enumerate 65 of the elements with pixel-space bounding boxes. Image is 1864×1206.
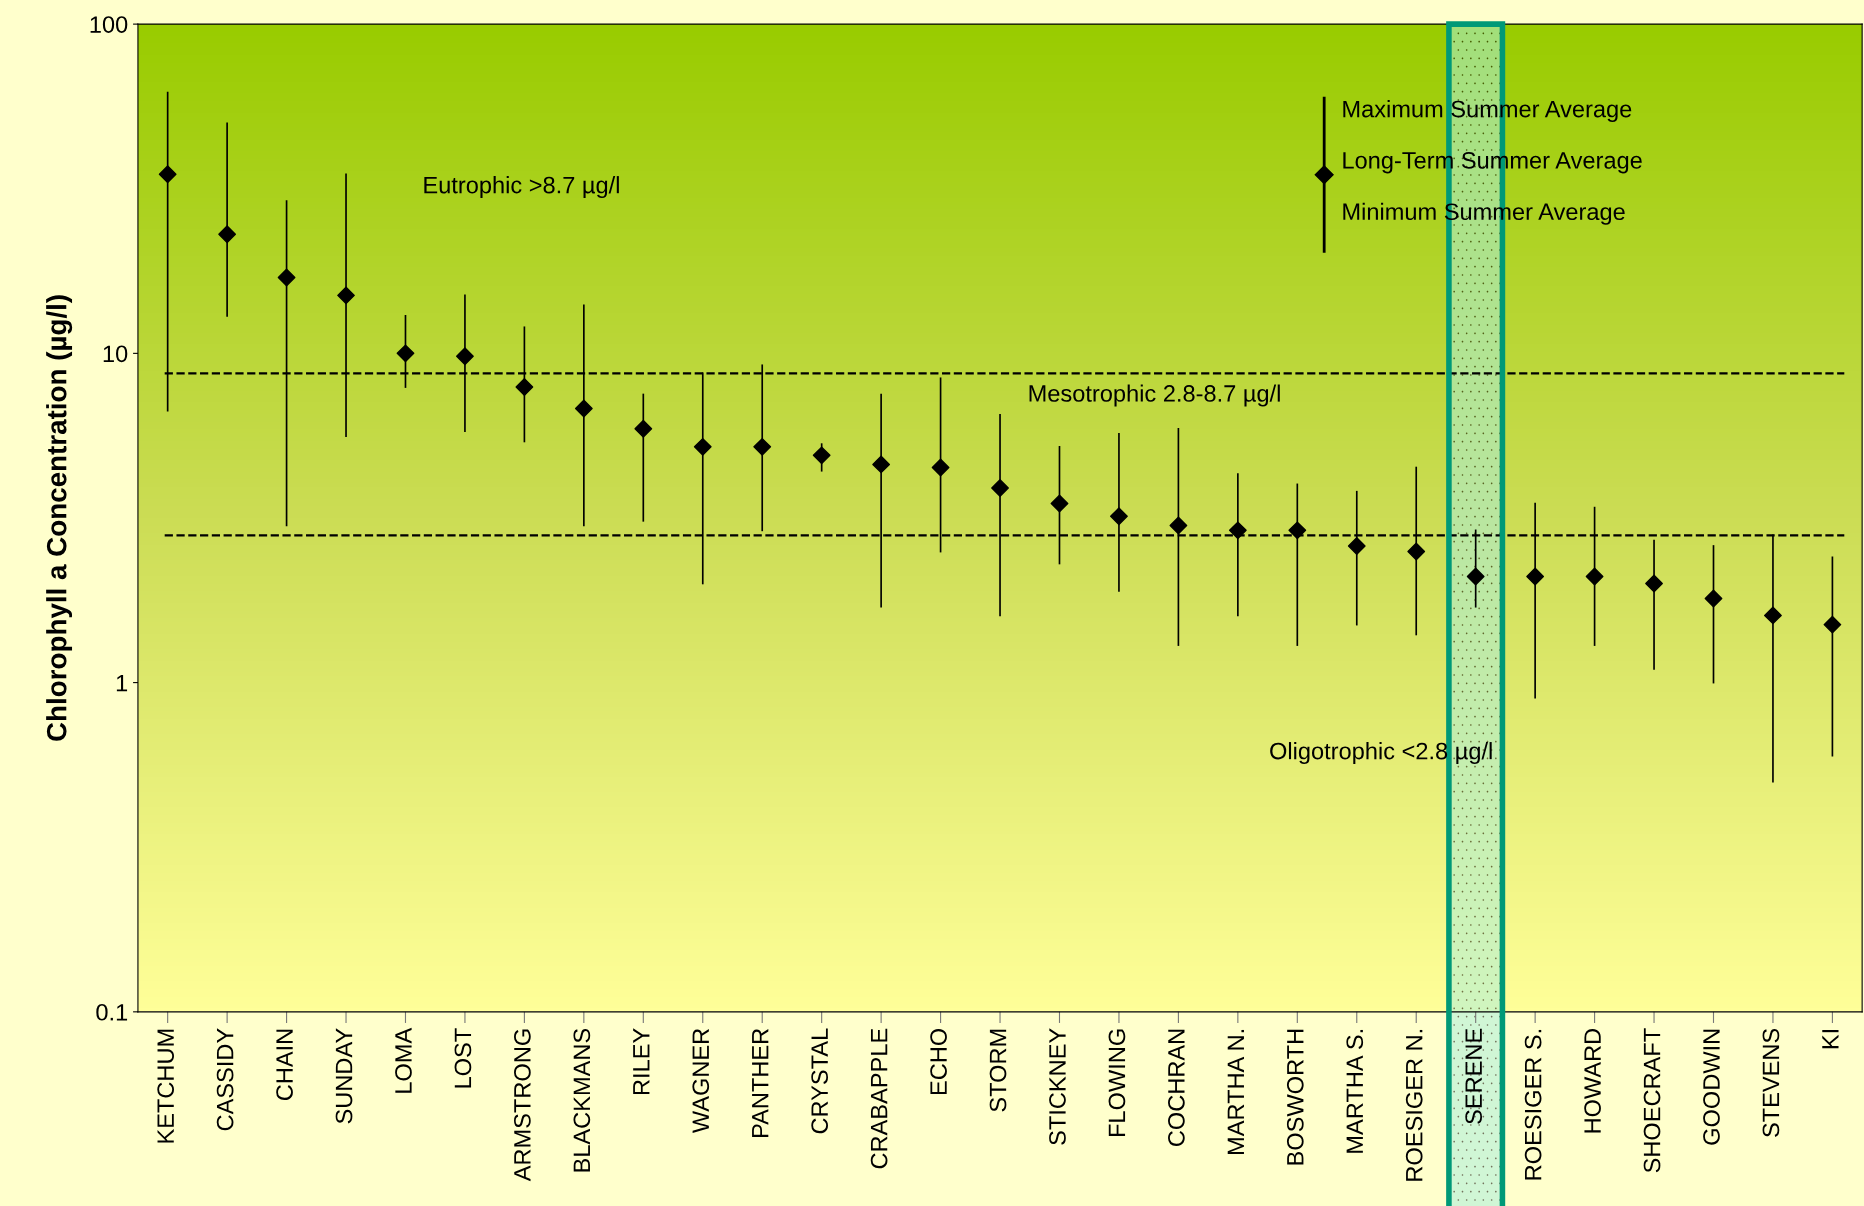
point [1228,521,1247,540]
x-tick-label: COCHRAN [1168,1029,1185,1146]
x-tick-label: STEVENS [1762,1028,1780,1137]
x-tick-label: KETCHUM [157,1029,174,1143]
x-tick-label: ECHO [930,1028,947,1095]
x-tick-label: PANTHER [752,1028,769,1137]
point [396,344,415,363]
x-tick-label: CHAIN [276,1029,293,1101]
x-tick-label: SUNDAY [335,1028,353,1124]
x-tick-label: BOSWORTH [1286,1029,1304,1165]
point [218,225,237,244]
point [1466,567,1485,586]
annotation: Mesotrophic 2.8-8.7 µg/l [1029,384,1280,407]
point [1645,574,1663,593]
x-tick-label: WAGNER [692,1028,710,1134]
x-tick-label: LOST [454,1028,472,1088]
point [1347,537,1366,555]
point [456,347,474,366]
x-tick-label: KI [1822,1029,1839,1049]
x-tick-label: CRABAPPLE [870,1028,888,1169]
x-tick-label: ARMSTRONG [514,1029,531,1182]
x-tick-label: LOMA [395,1027,412,1093]
x-tick-label: BLACKMANS [573,1028,591,1172]
y-tick-label: 100 [90,16,128,33]
x-tick-label: SERENE [1465,1028,1483,1124]
y-axis-title: Chlorophyll a Concentration (µg/l) [46,295,73,741]
x-tick-label: MARTHA N. [1227,1029,1244,1155]
point [931,458,950,477]
x-tick-label: CRYSTAL [811,1028,829,1134]
point [1823,615,1842,634]
point [693,437,712,456]
y-tick-label: 0.1 [96,1003,128,1021]
point [1288,521,1307,540]
point [574,399,593,418]
point [1704,589,1723,608]
point [1585,567,1604,586]
x-tick-label: STORM [989,1029,1007,1112]
point [277,268,296,287]
annotation: Eutrophic >8.7 µg/l [424,176,619,199]
point [1526,567,1545,586]
x-tick-label: HOWARD [1584,1028,1601,1133]
y-tick-label: 10 [103,345,128,363]
point [337,286,355,305]
point [991,479,1009,497]
point [1050,494,1069,513]
point [634,419,653,438]
x-tick-label: RILEY [633,1028,650,1095]
x-tick-label: CASSIDY [216,1028,234,1131]
point [1407,542,1426,561]
point [158,165,177,184]
y-tick-label: 1 [116,674,128,692]
x-tick-label: FLOWING [1108,1029,1126,1137]
point [1169,516,1188,535]
x-tick-label: GOODWIN [1703,1029,1720,1145]
x-tick-label: ROESIGER N. [1405,1029,1423,1181]
point [515,378,534,396]
point [812,446,831,465]
point [872,455,891,474]
x-tick-label: MARTHA S. [1346,1029,1364,1153]
x-tick-label: ROESIGER S. [1524,1029,1542,1180]
point [1110,507,1128,526]
x-tick-label: STICKNEY [1049,1028,1066,1145]
x-tick-label: SHOECRAFT [1643,1028,1661,1173]
point [753,437,772,456]
point [1764,606,1782,625]
